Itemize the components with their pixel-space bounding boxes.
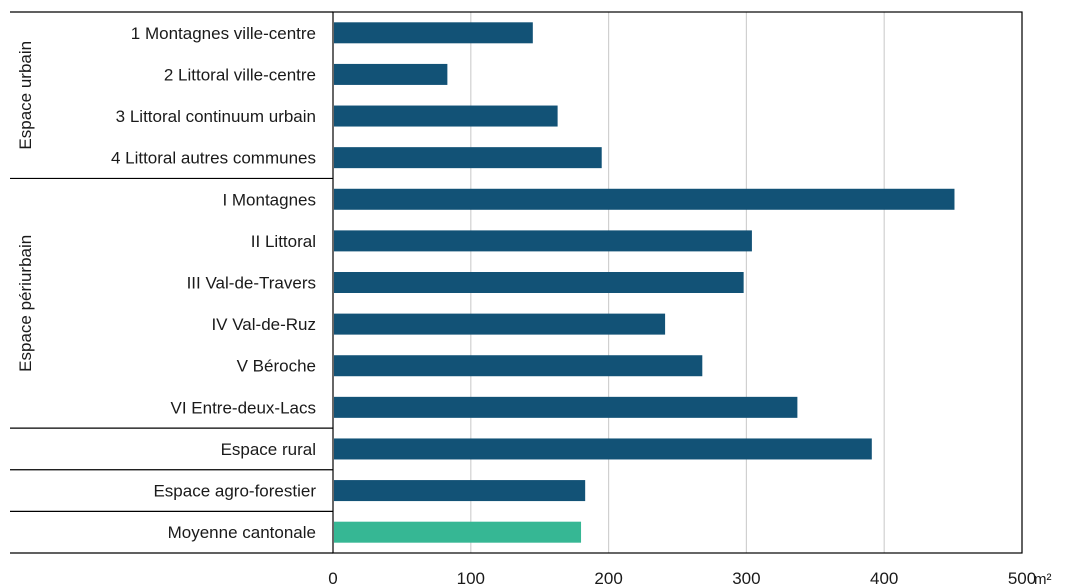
bar-11	[334, 438, 872, 460]
x-tick-label-100: 100	[457, 569, 485, 587]
category-label-2: 2 Littoral ville-centre	[164, 65, 316, 84]
x-tick-label-200: 200	[594, 569, 622, 587]
category-label-8: IV Val-de-Ruz	[211, 315, 316, 334]
x-tick-label-0: 0	[328, 569, 337, 587]
bar-5	[334, 188, 955, 210]
category-label-1: 1 Montagnes ville-centre	[131, 24, 316, 43]
category-label-13: Moyenne cantonale	[168, 523, 316, 542]
group-labels: Espace urbain Espace périurbain	[16, 41, 35, 372]
group-label-2: Espace périurbain	[16, 235, 35, 372]
bar-12	[334, 480, 586, 502]
category-label-10: VI Entre-deux-Lacs	[170, 398, 316, 417]
category-labels: 1 Montagnes ville-centre 2 Littoral ville…	[111, 24, 316, 542]
group-label-1: Espace urbain	[16, 41, 35, 150]
bar-9	[334, 355, 703, 377]
bars	[334, 22, 955, 543]
plot-border	[332, 11, 1023, 554]
bar-4	[334, 147, 602, 169]
x-unit-label: m²	[1034, 571, 1052, 587]
category-label-5: I Montagnes	[222, 190, 316, 209]
bar-6	[334, 230, 752, 252]
bar-2	[334, 63, 448, 85]
x-tick-label-300: 300	[732, 569, 760, 587]
bar-3	[334, 105, 558, 127]
bar-13	[334, 521, 582, 543]
category-label-6: II Littoral	[251, 232, 316, 251]
category-label-7: III Val-de-Travers	[187, 274, 316, 293]
bar-1	[334, 22, 533, 44]
category-label-3: 3 Littoral continuum urbain	[116, 107, 316, 126]
x-tick-label-400: 400	[870, 569, 898, 587]
bar-10	[334, 396, 798, 418]
plot-frame	[10, 11, 1023, 554]
bar-7	[334, 272, 744, 293]
bar-8	[334, 313, 666, 335]
category-label-9: V Béroche	[237, 357, 316, 376]
x-tick-labels: 0 100 200 300 400 500	[328, 569, 1036, 587]
category-label-11: Espace rural	[221, 440, 316, 459]
category-label-4: 4 Littoral autres communes	[111, 149, 316, 168]
x-tick-label-500: 500	[1008, 569, 1036, 587]
category-label-12: Espace agro-forestier	[153, 482, 316, 501]
